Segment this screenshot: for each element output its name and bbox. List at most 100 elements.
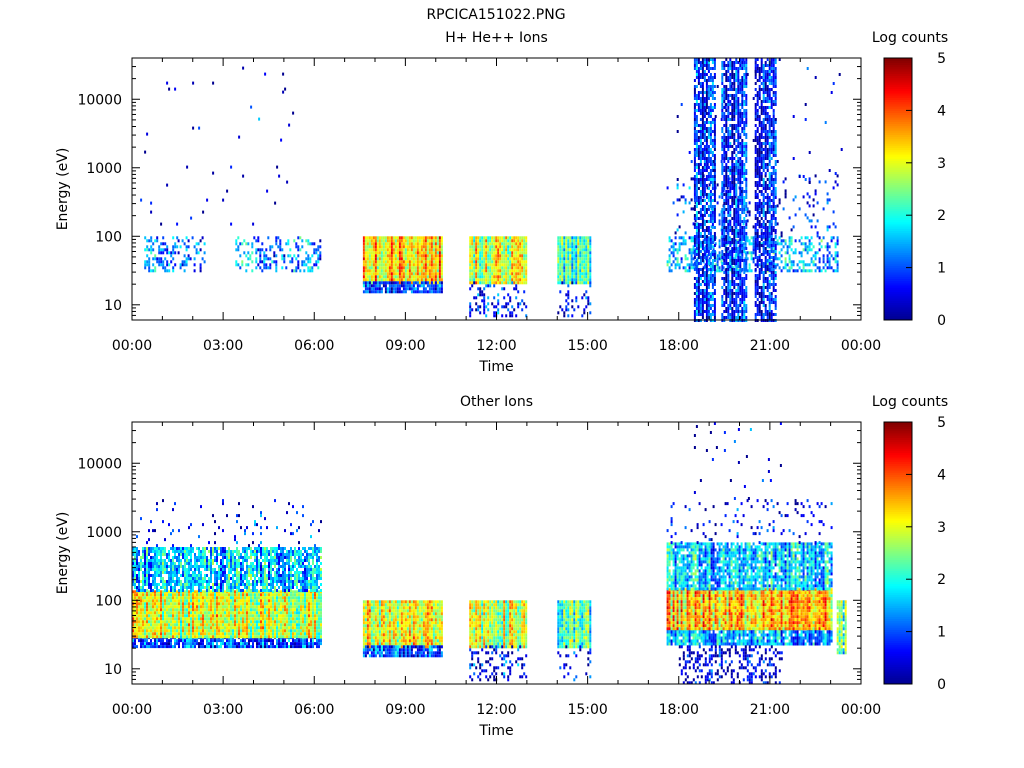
spectrogram-cell <box>497 281 500 285</box>
spectrogram-cell <box>709 277 712 280</box>
spectrogram-cell <box>727 211 730 214</box>
spectrogram-cell <box>731 316 734 319</box>
spectrogram-cell <box>436 260 439 264</box>
spectrogram-cell <box>469 236 472 240</box>
spectrogram-cell <box>836 239 839 243</box>
spectrogram-cell <box>485 248 488 252</box>
spectrogram-cell <box>305 239 308 243</box>
spectrogram-cell <box>311 269 314 273</box>
spectrogram-cell <box>762 247 765 250</box>
spectrogram-cell <box>438 257 441 261</box>
spectrogram-cell <box>760 151 763 154</box>
spectrogram-cell <box>368 284 371 288</box>
spectrogram-cell <box>711 76 714 79</box>
spectrogram-cell <box>388 257 391 261</box>
spectrogram-cell <box>561 308 564 312</box>
spectrogram-cell <box>735 271 738 274</box>
spectrogram-cell <box>731 238 734 241</box>
spectrogram-cell <box>754 289 757 292</box>
spectrogram-cell <box>764 157 767 160</box>
spectrogram-cell <box>585 278 588 282</box>
spectrogram-cell <box>398 263 401 267</box>
spectrogram-cell <box>701 157 704 160</box>
spectrogram-cell <box>703 70 706 73</box>
spectrogram-cell <box>374 281 377 285</box>
spectrogram-cell <box>832 186 835 190</box>
spectrogram-cell <box>725 241 728 244</box>
spectrogram-cell <box>275 254 278 258</box>
spectrogram-cell <box>693 268 696 271</box>
spectrogram-cell <box>703 184 706 187</box>
spectrogram-cell <box>583 242 586 246</box>
spectrogram-cell <box>735 76 738 79</box>
spectrogram-cell <box>723 289 726 292</box>
spectrogram-cell <box>396 278 399 282</box>
spectrogram-cell <box>693 94 696 97</box>
spectrogram-cell <box>735 199 738 202</box>
spectrogram-cell <box>733 310 736 313</box>
spectrogram-cell <box>376 290 379 294</box>
spectrogram-cell <box>733 85 736 88</box>
spectrogram-cell <box>479 269 482 273</box>
spectrogram-cell <box>768 133 771 136</box>
spectrogram-cell <box>144 248 147 252</box>
spectrogram-cell <box>589 263 592 267</box>
spectrogram-cell <box>762 245 765 249</box>
spectrogram-cell <box>733 286 736 289</box>
spectrogram-cell <box>195 251 198 255</box>
spectrogram-cell <box>199 248 202 252</box>
spectrogram-cell <box>195 248 198 252</box>
spectrogram-cell <box>193 245 196 249</box>
spectrogram-cell <box>736 239 739 243</box>
spectrogram-cell <box>695 148 698 151</box>
spectrogram-cell <box>729 262 732 265</box>
spectrogram-cell <box>668 269 671 273</box>
spectrogram-cell <box>768 250 771 253</box>
spectrogram-cell <box>693 283 696 286</box>
spectrogram-cell <box>745 121 748 124</box>
spectrogram-cell <box>764 232 767 235</box>
spectrogram-cell <box>731 61 734 64</box>
spectrogram-cell <box>693 250 696 253</box>
spectrogram-cell <box>733 313 736 316</box>
spectrogram-cell <box>503 263 506 267</box>
spectrogram-cell <box>774 151 777 154</box>
spectrogram-cell <box>422 275 425 279</box>
spectrogram-cell <box>404 245 407 249</box>
spectrogram-cell <box>705 193 708 196</box>
spectrogram-cell <box>398 251 401 255</box>
spectrogram-cell <box>764 154 767 157</box>
spectrogram-cell <box>370 242 373 246</box>
spectrogram-cell <box>725 238 728 241</box>
spectrogram-cell <box>668 248 671 252</box>
spectrogram-cell <box>730 266 733 270</box>
spectrogram-cell <box>245 254 248 258</box>
spectrogram-cell <box>283 257 286 261</box>
spectrogram-cell <box>362 257 365 261</box>
spectrogram-cell <box>737 211 740 214</box>
spectrogram-cell <box>384 272 387 276</box>
spectrogram-cell <box>699 175 702 178</box>
spectrogram-cell <box>390 266 393 270</box>
spectrogram-cell <box>818 266 821 270</box>
spectrogram-cell <box>733 229 736 232</box>
spectrogram-cell <box>737 286 740 289</box>
spectrogram-cell <box>420 290 423 294</box>
spectrogram-cell <box>378 272 381 276</box>
spectrogram-cell <box>701 256 704 259</box>
spectrogram-cell <box>483 308 486 312</box>
spectrogram-cell <box>743 115 746 118</box>
spectrogram-cell <box>255 248 258 252</box>
spectrogram-cell <box>758 88 761 91</box>
spectrogram-cell <box>703 187 706 190</box>
spectrogram-cell <box>703 280 706 283</box>
spectrogram-cell <box>723 97 726 100</box>
spectrogram-cell <box>788 260 791 264</box>
spectrogram-cell <box>693 133 696 136</box>
spectrogram-cell <box>705 97 708 100</box>
spectrogram-cell <box>440 266 443 270</box>
spectrogram-cell <box>731 292 734 295</box>
spectrogram-cell <box>695 193 698 196</box>
spectrogram-cell <box>693 277 696 280</box>
spectrogram-cell <box>491 260 494 264</box>
